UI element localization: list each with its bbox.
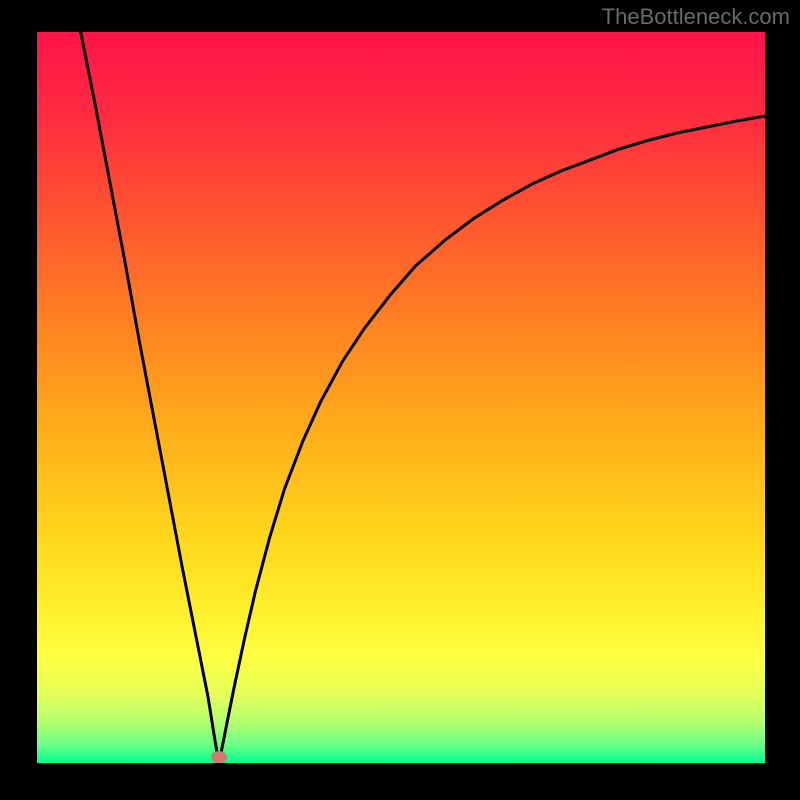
plot-area (37, 32, 765, 763)
canvas: TheBottleneck.com (0, 0, 800, 800)
bottleneck-curve (37, 32, 765, 763)
watermark-text: TheBottleneck.com (602, 4, 790, 30)
optimum-marker (211, 751, 227, 763)
